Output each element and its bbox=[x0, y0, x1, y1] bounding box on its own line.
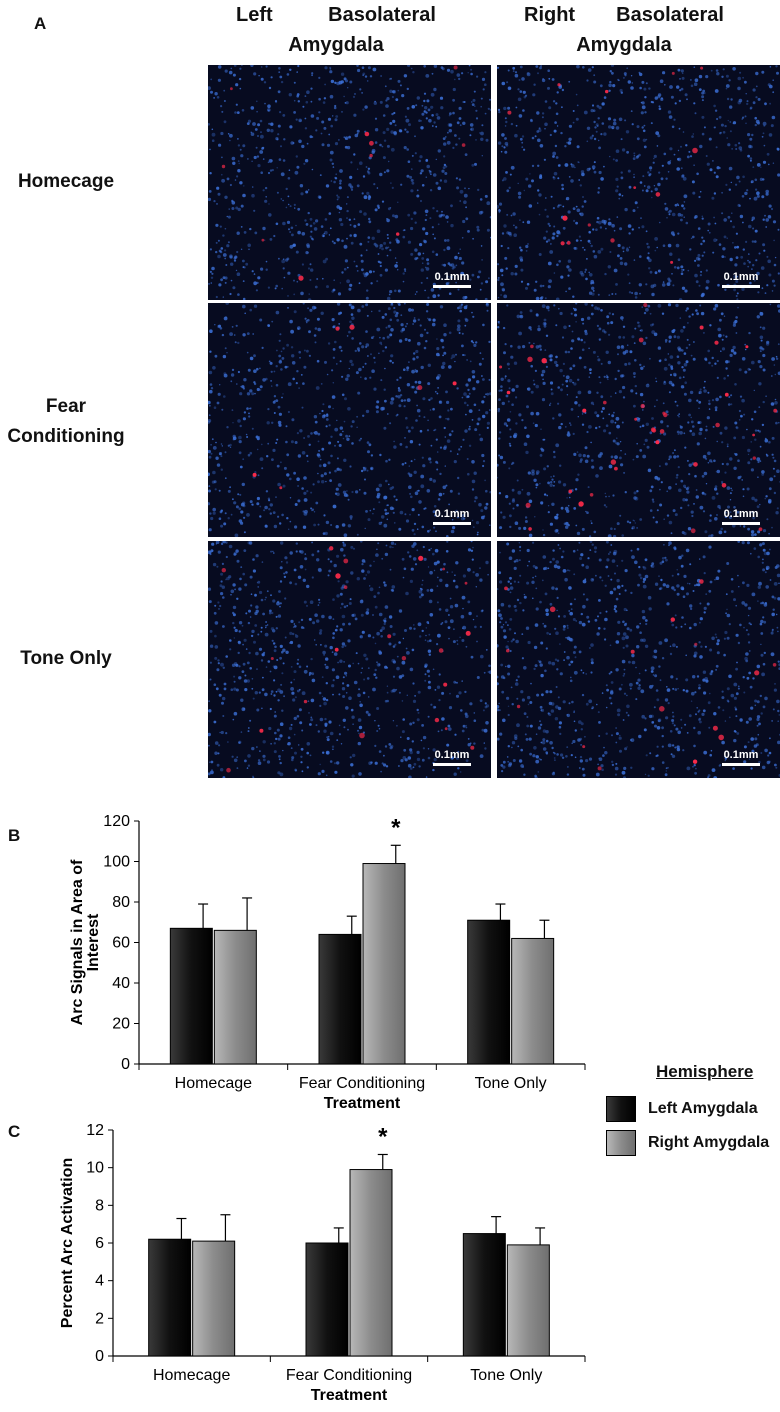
x-category-label: Fear Conditioning bbox=[286, 1367, 412, 1384]
x-category-label: Tone Only bbox=[470, 1367, 542, 1384]
nuclei-stain bbox=[208, 65, 491, 300]
bar-left-2 bbox=[467, 919, 511, 1065]
x-category-label: Fear Conditioning bbox=[299, 1075, 425, 1092]
x-axis-title: Treatment bbox=[324, 1095, 401, 1112]
column-title-left-line2: Amygdala bbox=[288, 34, 384, 56]
row-label-fear-conditioning: Fear Conditioning bbox=[0, 392, 166, 452]
panel-c-letter: C bbox=[8, 1122, 21, 1141]
arc-signal bbox=[252, 324, 457, 490]
scale-bar-label: 0.1mm bbox=[723, 508, 759, 520]
y-tick-label: 80 bbox=[112, 894, 130, 911]
arc-signal bbox=[221, 546, 475, 773]
bar-right-0 bbox=[192, 1240, 236, 1357]
y-axis-title: Percent Arc Activation bbox=[59, 1158, 76, 1328]
bar-left-0 bbox=[148, 1238, 192, 1357]
bar-right-2 bbox=[511, 937, 555, 1065]
y-tick-label: 0 bbox=[121, 1056, 130, 1073]
x-category-label: Homecage bbox=[175, 1075, 252, 1092]
scale-bar: 0.1mm bbox=[433, 271, 471, 288]
nuclei-stain bbox=[497, 541, 780, 778]
column-title-left: Left Basolateral Amygdala bbox=[236, 0, 436, 60]
column-title-right-line2: Amygdala bbox=[576, 34, 672, 56]
row-label-homecage-line1: Homecage bbox=[17, 171, 115, 192]
x-axis-title: Treatment bbox=[311, 1387, 388, 1404]
row-label-fear-line2: Conditioning bbox=[7, 426, 125, 447]
micrograph-homecage-right: 0.1mm bbox=[497, 65, 780, 300]
bar-left-1 bbox=[318, 933, 362, 1065]
chart-panel-b: 0 20 40 60 80 100 120 Homecage * Fear Conditionin… bbox=[69, 813, 586, 1112]
row-label-tone-only-line1: Tone Only bbox=[20, 648, 112, 669]
bar-right-1 bbox=[362, 863, 406, 1065]
arc-signal bbox=[504, 579, 777, 771]
y-tick-label: 4 bbox=[95, 1273, 104, 1290]
scale-bar: 0.1mm bbox=[433, 749, 471, 766]
column-title-right-word2: Basolateral bbox=[616, 4, 724, 26]
x-category-label: Tone Only bbox=[475, 1075, 547, 1092]
bar-right-1 bbox=[349, 1169, 393, 1357]
x-category-label: Homecage bbox=[153, 1367, 230, 1384]
micrograph-homecage-left: 0.1mm bbox=[208, 65, 491, 300]
scale-bar-label: 0.1mm bbox=[434, 271, 470, 283]
scale-bar: 0.1mm bbox=[722, 508, 760, 525]
nuclei-stain bbox=[497, 303, 780, 537]
micrograph-fear-left: 0.1mm bbox=[208, 303, 491, 537]
y-tick-label: 20 bbox=[112, 1016, 130, 1033]
arc-signal bbox=[499, 303, 778, 534]
micrograph-fear-right: 0.1mm bbox=[497, 303, 780, 537]
y-axis-title: Arc Signals in Area ofInterest bbox=[69, 859, 102, 1025]
row-label-tone-only: Tone Only bbox=[0, 644, 166, 674]
bar-left-2 bbox=[462, 1233, 506, 1357]
legend-item-left: Left Amygdala bbox=[606, 1096, 780, 1122]
micrograph-tone-right: 0.1mm bbox=[497, 541, 780, 778]
bar-right-0 bbox=[213, 929, 257, 1065]
row-label-homecage: Homecage bbox=[0, 167, 166, 197]
bar-left-1 bbox=[305, 1242, 349, 1357]
arc-signal bbox=[507, 66, 704, 264]
scale-bar-label: 0.1mm bbox=[434, 508, 470, 520]
scale-bar: 0.1mm bbox=[722, 749, 760, 766]
y-tick-label: 120 bbox=[103, 813, 130, 830]
y-tick-label: 2 bbox=[95, 1310, 104, 1327]
legend-item-right: Right Amygdala bbox=[606, 1130, 780, 1156]
y-tick-label: 100 bbox=[103, 854, 130, 871]
legend-swatch-left bbox=[606, 1096, 636, 1122]
nuclei-stain bbox=[208, 303, 491, 537]
legend-label-right: Right Amygdala bbox=[648, 1134, 770, 1151]
arc-signal bbox=[221, 65, 466, 281]
y-tick-label: 12 bbox=[86, 1122, 104, 1139]
legend: Hemisphere Left Amygdala Right Amygdala bbox=[606, 1062, 780, 1156]
scale-bar: 0.1mm bbox=[722, 271, 760, 288]
micrograph-tone-left: 0.1mm bbox=[208, 541, 491, 778]
y-tick-label: 0 bbox=[95, 1348, 104, 1365]
legend-title: Hemisphere bbox=[656, 1062, 754, 1081]
nuclei-stain bbox=[208, 541, 491, 778]
y-tick-label: 40 bbox=[112, 975, 130, 992]
y-tick-label: 6 bbox=[95, 1235, 104, 1252]
scale-bar-label: 0.1mm bbox=[434, 749, 470, 761]
column-title-left-word1: Left bbox=[236, 4, 273, 26]
y-tick-label: 8 bbox=[95, 1197, 104, 1214]
column-title-left-word2: Basolateral bbox=[328, 4, 436, 26]
chart-panel-c: 0 2 4 6 8 10 12 Homecage * Fear Conditioning Tone … bbox=[59, 1122, 586, 1404]
significance-star: * bbox=[391, 814, 401, 841]
column-title-right: Right Basolateral Amygdala bbox=[524, 0, 724, 60]
nuclei-stain bbox=[497, 65, 780, 300]
scale-bar: 0.1mm bbox=[433, 508, 471, 525]
panel-b-letter: B bbox=[8, 826, 21, 845]
y-tick-label: 60 bbox=[112, 935, 130, 952]
legend-label-left: Left Amygdala bbox=[648, 1100, 758, 1117]
scale-bar-label: 0.1mm bbox=[723, 271, 759, 283]
panel-a-letter: A bbox=[34, 14, 47, 33]
bar-right-2 bbox=[506, 1244, 550, 1357]
row-label-fear-line1: Fear bbox=[45, 396, 87, 417]
column-title-right-word1: Right bbox=[524, 4, 576, 26]
legend-swatch-right bbox=[606, 1130, 636, 1156]
y-tick-label: 10 bbox=[86, 1160, 104, 1177]
scale-bar-label: 0.1mm bbox=[723, 749, 759, 761]
bar-left-0 bbox=[169, 927, 213, 1065]
significance-star: * bbox=[378, 1123, 388, 1150]
